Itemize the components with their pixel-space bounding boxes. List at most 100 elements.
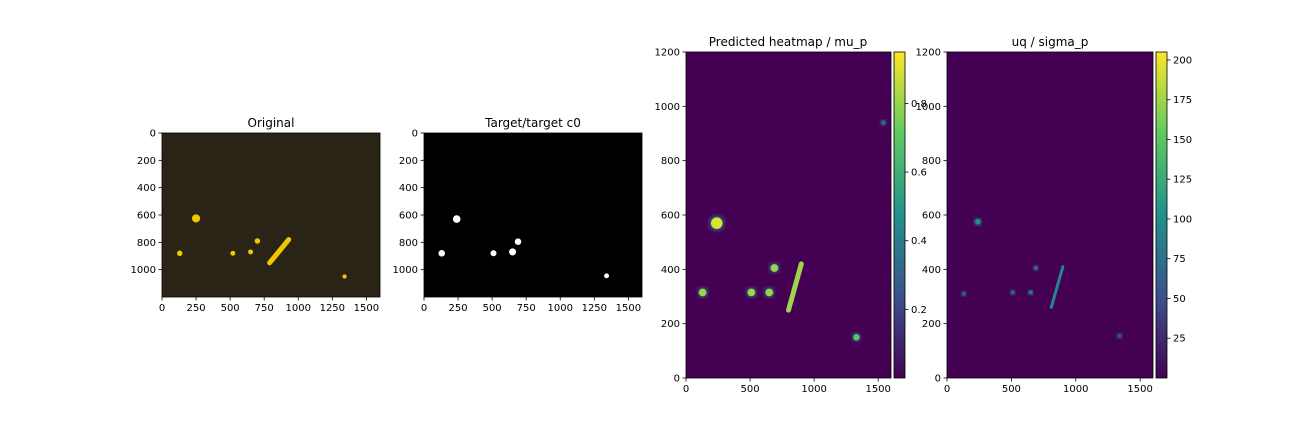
y-tick-label: 200: [661, 319, 680, 330]
y-tick-label: 400: [922, 265, 941, 276]
x-tick-label: 750: [255, 303, 274, 314]
colorbar-tick-label: 100: [1173, 214, 1192, 225]
x-tick-label: 1000: [1063, 384, 1088, 395]
y-tick-label: 600: [661, 211, 680, 222]
heatmap-blob: [975, 218, 981, 225]
heatmap-background: [162, 133, 380, 297]
heatmap-streak: [1049, 265, 1065, 309]
colorbar-tick-label: 0.2: [911, 305, 927, 316]
y-tick-label: 400: [661, 265, 680, 276]
y-tick-label: 400: [399, 183, 418, 194]
y-tick-label: 800: [922, 156, 941, 167]
panel-title-predicted: Predicted heatmap / mu_p: [709, 35, 867, 49]
y-tick-label: 800: [137, 238, 156, 249]
x-tick-label: 0: [944, 384, 950, 395]
y-tick-label: 1000: [131, 265, 156, 276]
y-tick-label: 600: [137, 211, 156, 222]
heatmap-blob: [1010, 290, 1015, 295]
x-tick-label: 250: [449, 303, 468, 314]
x-tick-label: 1250: [582, 303, 607, 314]
x-tick-label: 500: [221, 303, 240, 314]
heatmap-blob: [1117, 333, 1122, 338]
colorbar-tick-label: 0.4: [911, 236, 927, 247]
heatmap-blob: [604, 273, 610, 279]
heatmap-blob: [747, 288, 756, 297]
heatmap-blob: [710, 217, 723, 229]
heatmap-background: [947, 52, 1153, 378]
y-tick-label: 1000: [916, 102, 941, 113]
colorbar-tick-label: 125: [1173, 175, 1192, 186]
heatmap-blob: [438, 249, 445, 257]
heatmap-streak: [786, 261, 804, 313]
y-tick-label: 1000: [393, 265, 418, 276]
heatmap-background: [424, 133, 642, 297]
y-tick-label: 1000: [655, 102, 680, 113]
panel-title-uq: uq / sigma_p: [1012, 35, 1089, 49]
heatmap-blob: [342, 274, 347, 279]
y-tick-label: 400: [137, 183, 156, 194]
heatmap-blob: [881, 120, 886, 125]
heatmap-background: [686, 52, 891, 378]
heatmap-blob: [176, 250, 183, 256]
x-tick-label: 1500: [1127, 384, 1152, 395]
heatmap-blob: [452, 215, 461, 223]
y-tick-label: 600: [399, 211, 418, 222]
y-tick-label: 1200: [655, 48, 680, 59]
x-tick-label: 0: [683, 384, 689, 395]
heatmap-streak: [267, 237, 292, 266]
panel-2: 0 500 1000 1500 0 200 400 600 800 1000 1200 0.2 0.4 0…: [655, 48, 927, 396]
y-tick-label: 1200: [916, 48, 941, 59]
colorbar-tick-label: 25: [1173, 334, 1186, 345]
y-tick-label: 200: [137, 156, 156, 167]
colorbar-tick-label: 75: [1173, 254, 1186, 265]
heatmap-blob: [853, 334, 860, 341]
colorbar: [893, 51, 906, 379]
panel-1: 0 250 500 750 1000 1250 1500 0 200 400 600 800 1000: [393, 129, 643, 314]
heatmap-blob: [254, 238, 261, 244]
x-tick-label: 1000: [286, 303, 311, 314]
heatmap-blob: [191, 214, 201, 223]
colorbar: [1155, 51, 1168, 379]
y-tick-label: 0: [674, 374, 680, 385]
y-tick-label: 800: [399, 238, 418, 249]
heatmap-blob: [961, 291, 966, 296]
heatmap-blob: [1028, 290, 1033, 295]
x-tick-label: 1500: [354, 303, 379, 314]
panel-title-original: Original: [248, 116, 295, 130]
colorbar-tick-label: 150: [1173, 135, 1192, 146]
colorbar-tick-label: 50: [1173, 294, 1186, 305]
x-tick-label: 750: [517, 303, 536, 314]
heatmap-blob: [490, 250, 497, 257]
panel-0: 0 250 500 750 1000 1250 1500 0 200 400 600 800 1000: [131, 129, 381, 314]
x-tick-label: 500: [1002, 384, 1021, 395]
x-tick-label: 500: [483, 303, 502, 314]
heatmap-blob: [248, 249, 254, 255]
x-tick-label: 1500: [616, 303, 641, 314]
colorbar-tick-label: 175: [1173, 95, 1192, 106]
x-tick-label: 500: [741, 384, 760, 395]
heatmap-blob: [770, 264, 779, 272]
y-tick-label: 0: [412, 129, 418, 140]
panel-title-target: Target/target c0: [484, 116, 581, 130]
heatmap-blob: [514, 238, 522, 245]
x-tick-label: 0: [421, 303, 427, 314]
colorbar-tick-label: 0.8: [911, 99, 927, 110]
x-tick-label: 1500: [865, 384, 890, 395]
x-tick-label: 1000: [801, 384, 826, 395]
y-tick-label: 200: [922, 319, 941, 330]
heatmap-blob: [765, 288, 774, 297]
y-tick-label: 200: [399, 156, 418, 167]
x-tick-label: 0: [159, 303, 165, 314]
heatmap-blob: [698, 288, 707, 297]
colorbar-tick-label: 0.6: [911, 168, 927, 179]
y-tick-label: 0: [935, 374, 941, 385]
heatmap-blob: [230, 250, 236, 256]
y-tick-label: 0: [150, 129, 156, 140]
panel-3: 0 500 1000 1500 0 200 400 600 800 1000 1200 25 50 75 1…: [916, 48, 1193, 396]
colorbar-tick-label: 200: [1173, 55, 1192, 66]
x-tick-label: 250: [187, 303, 206, 314]
heatmap-blob: [509, 248, 517, 256]
x-tick-label: 1250: [320, 303, 345, 314]
y-tick-label: 800: [661, 156, 680, 167]
